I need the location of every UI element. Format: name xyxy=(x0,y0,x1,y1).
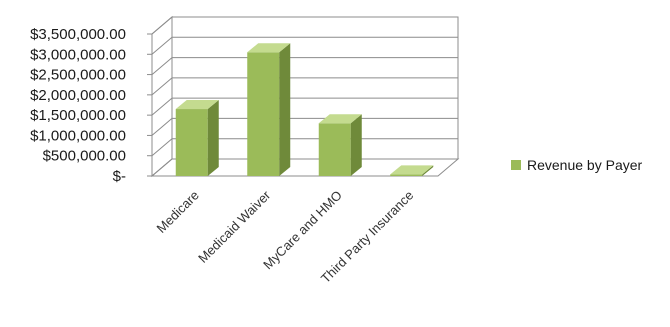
legend-label: Revenue by Payer xyxy=(527,157,643,173)
y-tick-label: $- xyxy=(113,168,126,185)
legend-swatch xyxy=(511,160,521,170)
bar-2-front xyxy=(247,52,280,176)
bar-3-front xyxy=(318,123,351,176)
bar-2-top xyxy=(247,43,291,53)
category-label: Medicare xyxy=(153,188,201,236)
bar-1-side xyxy=(207,100,219,176)
y-tick-label: $2,000,000.00 xyxy=(30,87,126,104)
bar-4-top xyxy=(390,165,434,175)
bar-3-side xyxy=(350,114,362,176)
bar-1-front xyxy=(175,109,208,176)
gridline xyxy=(151,158,458,177)
bar-1-top xyxy=(175,100,219,110)
y-tick-label: $500,000.00 xyxy=(43,148,126,165)
gridline xyxy=(151,97,458,116)
y-tick-label: $3,500,000.00 xyxy=(30,26,126,43)
bar-4-side xyxy=(422,165,434,176)
gridline xyxy=(151,77,458,96)
gridline xyxy=(151,36,458,55)
gridline xyxy=(151,57,458,75)
y-tick-label: $1,000,000.00 xyxy=(30,127,126,144)
y-tick-label: $1,500,000.00 xyxy=(30,107,126,124)
y-tick-label: $3,000,000.00 xyxy=(30,46,126,63)
gridline xyxy=(151,16,458,35)
bar-2-side xyxy=(279,43,291,176)
gridline xyxy=(151,138,458,157)
gridline xyxy=(151,117,458,136)
category-label: Medicaid Waiver xyxy=(195,187,274,266)
y-tick-label: $2,500,000.00 xyxy=(30,67,126,84)
bar-4-front xyxy=(390,174,423,176)
bar-3-top xyxy=(318,114,362,124)
category-label: MyCare and HMO xyxy=(260,188,345,273)
side-wall xyxy=(151,15,173,178)
